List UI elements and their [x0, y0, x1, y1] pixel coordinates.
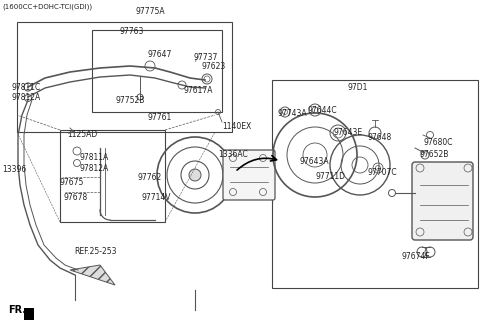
Text: 97762: 97762: [138, 173, 162, 182]
Text: 97D1: 97D1: [348, 83, 368, 92]
Bar: [24, 308, 34, 320]
Text: 97812A: 97812A: [11, 93, 40, 102]
Text: 1125AD: 1125AD: [67, 130, 97, 139]
Text: 97648: 97648: [368, 133, 392, 142]
Text: 97678: 97678: [63, 193, 87, 202]
Text: 97680C: 97680C: [424, 138, 454, 147]
Polygon shape: [70, 265, 115, 285]
Bar: [60, 130, 165, 222]
Text: 97623: 97623: [202, 62, 226, 71]
FancyBboxPatch shape: [223, 150, 275, 200]
Text: (1600CC+DOHC-TCi(GDI)): (1600CC+DOHC-TCi(GDI)): [2, 4, 92, 10]
Text: 13396: 13396: [2, 165, 26, 174]
Text: 97643E: 97643E: [334, 128, 363, 137]
Text: 97811C: 97811C: [11, 83, 40, 92]
FancyBboxPatch shape: [412, 162, 473, 240]
Text: 97737: 97737: [193, 53, 217, 62]
Text: 97812A: 97812A: [80, 164, 109, 173]
Text: 97752B: 97752B: [116, 96, 145, 105]
Text: 97811A: 97811A: [80, 153, 109, 162]
Text: 97743A: 97743A: [278, 109, 308, 118]
Text: 97643A: 97643A: [300, 157, 330, 166]
Text: 97644C: 97644C: [307, 106, 336, 115]
Bar: [92, 30, 222, 112]
Text: 97714V: 97714V: [142, 193, 171, 202]
Text: 97763: 97763: [120, 27, 144, 36]
Bar: [272, 80, 478, 288]
Text: 97647: 97647: [148, 50, 172, 59]
Text: 97674F: 97674F: [402, 252, 431, 261]
Text: 97761: 97761: [148, 113, 172, 122]
Circle shape: [189, 169, 201, 181]
Text: 97675: 97675: [60, 178, 84, 187]
Bar: [17, 22, 232, 132]
Text: 1140EX: 1140EX: [222, 122, 251, 131]
Text: 1336AC: 1336AC: [218, 150, 248, 159]
Text: 97652B: 97652B: [419, 150, 448, 159]
Text: 97707C: 97707C: [368, 168, 397, 177]
Text: 97711D: 97711D: [315, 172, 345, 181]
Text: REF.25-253: REF.25-253: [74, 247, 117, 256]
Text: FR.: FR.: [8, 305, 26, 315]
Text: 97617A: 97617A: [184, 86, 214, 95]
Text: 97775A: 97775A: [135, 7, 165, 16]
